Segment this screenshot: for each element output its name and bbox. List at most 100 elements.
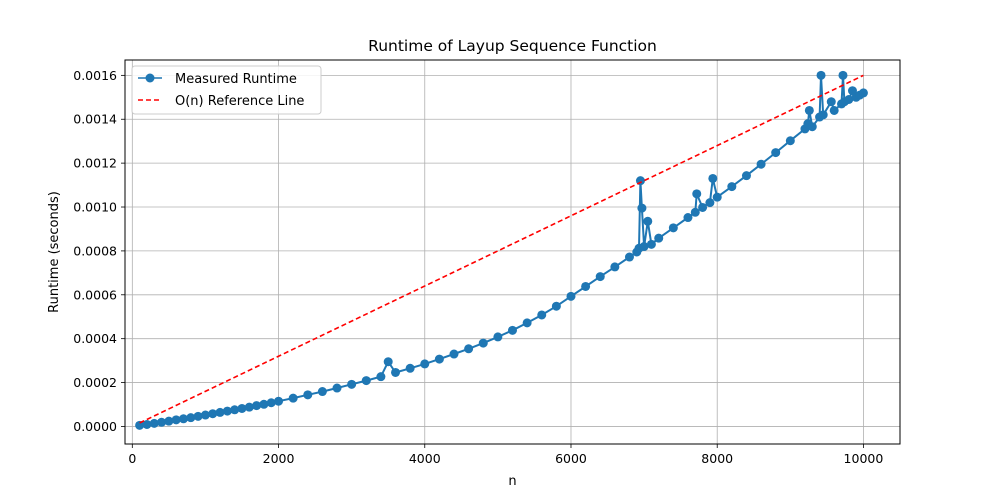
measured-runtime-point [478,338,488,348]
measured-runtime-point [464,344,474,354]
measured-runtime-point [186,413,196,423]
measured-runtime-point [756,159,766,169]
x-tick-label: 2000 [263,451,295,466]
measured-runtime-point [171,415,181,425]
measured-runtime-point [610,262,620,272]
measured-runtime-point [683,213,693,223]
x-tick-label: 4000 [409,451,441,466]
y-tick-label: 0.0002 [73,375,117,390]
measured-runtime-point [727,182,737,192]
measured-runtime-point [420,359,430,369]
measured-runtime-point [259,399,269,409]
measured-runtime-point [200,410,210,420]
measured-runtime-point [654,233,664,243]
y-tick-label: 0.0016 [73,68,117,83]
measured-runtime-point [193,411,203,421]
measured-runtime-point [712,192,722,202]
measured-runtime-point [816,70,826,80]
y-tick-label: 0.0000 [73,419,117,434]
measured-runtime-point [215,407,225,417]
series-layer [135,70,868,430]
measured-runtime-point [698,202,708,212]
measured-runtime-point [826,97,836,107]
legend-measured-label: Measured Runtime [175,72,297,87]
x-axis: 0 2000 4000 6000 8000 10000 [128,444,883,466]
y-tick-label: 0.0012 [73,156,117,171]
measured-runtime-point [522,318,532,328]
measured-runtime-point [178,414,188,424]
measured-runtime-point [829,105,839,115]
measured-runtime-point [858,88,868,98]
measured-runtime-point [595,272,605,282]
measured-runtime-point [771,148,781,158]
measured-runtime-point [847,86,857,96]
x-tick-label: 8000 [701,451,733,466]
measured-runtime-point [164,416,174,426]
chart-title: Runtime of Layup Sequence Function [368,37,657,55]
measured-runtime-point [135,420,145,430]
measured-runtime-point [705,198,715,208]
measured-runtime-point [149,418,159,428]
measured-runtime-point [237,403,247,413]
x-tick-label: 6000 [555,451,587,466]
measured-runtime-point [493,332,503,342]
measured-runtime-point [434,354,444,364]
measured-runtime-point [807,122,817,132]
measured-runtime-point [157,417,167,427]
legend-reference-label: O(n) Reference Line [175,94,304,109]
measured-runtime-point [537,310,547,320]
measured-runtime-point [332,383,342,393]
measured-runtime-point [508,325,517,335]
measured-runtime-point [804,105,814,115]
measured-runtime-point [844,94,854,104]
plot-frame [124,59,901,445]
measured-runtime-point [692,189,702,199]
measured-runtime-point [391,367,401,377]
legend: Measured Runtime O(n) Reference Line [131,65,322,115]
measured-runtime-point [690,207,700,217]
measured-runtime-point [252,401,262,411]
y-tick-label: 0.0010 [73,200,117,215]
x-axis-label: n [508,474,516,489]
measured-runtime-point [818,110,828,120]
y-axis: 0.0000 0.0002 0.0004 0.0006 0.0008 0.0010 0.00… [73,68,125,434]
y-tick-label: 0.0014 [73,112,117,127]
measured-runtime-point [639,242,649,252]
y-tick-label: 0.0004 [73,331,117,346]
measured-runtime-point [668,223,678,233]
y-tick-label: 0.0006 [73,287,117,302]
measured-runtime-point [383,357,393,367]
measured-runtime-point [222,406,232,416]
measured-runtime-point [244,402,254,412]
x-tick-label: 10000 [844,451,884,466]
measured-runtime-point [708,173,718,183]
measured-runtime-point [142,419,152,429]
measured-runtime-point [646,239,656,249]
measured-runtime-point [566,291,576,301]
measured-runtime-point [624,252,634,262]
measured-runtime-point [347,379,357,389]
measured-runtime-point [785,136,795,146]
measured-runtime-point [838,70,848,80]
grid-layer [125,60,900,444]
measured-runtime-point [361,376,371,386]
measured-runtime-point [317,387,327,397]
measured-runtime-point [303,390,313,400]
measured-runtime-point [266,398,276,408]
legend-box [131,65,322,115]
legend-measured-marker [145,73,155,83]
measured-runtime-point [643,216,653,226]
plot-area [124,59,901,445]
measured-runtime-point [274,396,284,406]
measured-runtime-point [551,301,561,311]
measured-runtime-point [208,409,218,419]
reference-line [139,74,864,424]
measured-runtime-point [230,405,240,415]
y-axis-label: Runtime (seconds) [47,191,62,313]
y-tick-label: 0.0008 [73,243,117,258]
measured-runtime-point [637,203,647,213]
measured-runtime-point [405,363,415,373]
measured-runtime-point [581,281,591,291]
measured-runtime-point [376,372,386,382]
